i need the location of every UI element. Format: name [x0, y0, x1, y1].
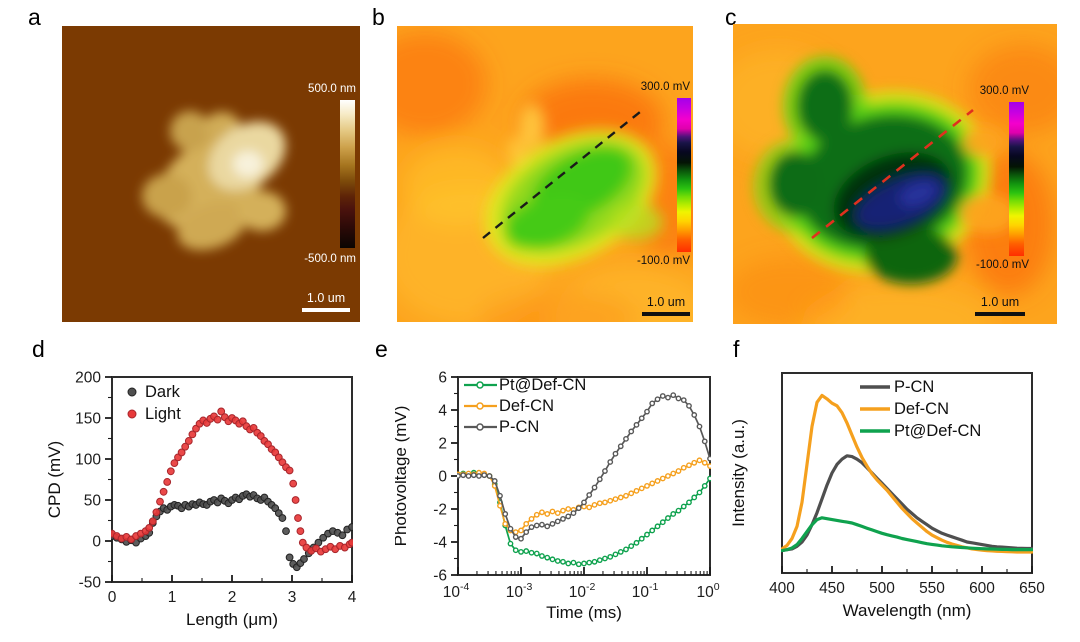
- series-group: [457, 392, 711, 568]
- panel-b-label: b: [372, 4, 385, 30]
- svg-text:2: 2: [438, 436, 447, 453]
- svg-text:200: 200: [75, 370, 101, 387]
- svg-text:10-2: 10-2: [569, 581, 596, 601]
- panel-d-label: d: [32, 336, 45, 362]
- potential-colorbar-b-min: -100.0 mV: [636, 255, 690, 267]
- svg-text:4: 4: [438, 403, 447, 420]
- svg-text:Def-CN: Def-CN: [499, 397, 554, 415]
- legend: Pt@Def-CN Def-CN P-CN: [464, 376, 586, 436]
- svg-text:-50: -50: [79, 575, 102, 592]
- svg-text:Photovoltage (mV): Photovoltage (mV): [395, 406, 410, 547]
- svg-text:4: 4: [348, 589, 357, 606]
- axes: 10-4 10-3 10-2 10-1 100 -6 -4 -2 0 2 4 6 Time (ms) Ph…: [395, 370, 720, 623]
- svg-text:P-CN: P-CN: [499, 418, 539, 436]
- svg-text:Time (ms): Time (ms): [546, 603, 622, 622]
- potential-colorbar-b: [677, 98, 691, 252]
- svg-text:Light: Light: [145, 405, 181, 423]
- axes: 0 1 2 3 4 -50 0 50 100 150 200 Length (μm) CPD (mV): [45, 370, 357, 630]
- svg-text:400: 400: [769, 580, 795, 597]
- kpfm-dark-art: [397, 26, 693, 322]
- svg-text:Length (μm): Length (μm): [186, 610, 278, 629]
- potential-colorbar-c: [1009, 102, 1024, 256]
- svg-text:0: 0: [108, 589, 117, 606]
- scalebar-b-label: 1.0 um: [646, 295, 686, 309]
- svg-text:100: 100: [75, 452, 101, 469]
- panel-e-label: e: [375, 336, 388, 362]
- potential-colorbar-b-max: 300.0 mV: [640, 81, 690, 93]
- svg-text:0: 0: [92, 534, 101, 551]
- kpfm-image-dark: 300.0 mV -100.0 mV 1.0 um: [397, 26, 693, 322]
- scalebar-a-label: 1.0 um: [306, 291, 346, 305]
- svg-text:Def-CN: Def-CN: [894, 400, 949, 418]
- svg-text:150: 150: [75, 411, 101, 428]
- panel-f-label: f: [733, 336, 740, 362]
- afm-topography-image: 500.0 nm -500.0 nm 1.0 um: [62, 26, 360, 322]
- svg-text:650: 650: [1019, 580, 1045, 597]
- height-colorbar-max: 500.0 nm: [308, 83, 356, 95]
- svg-text:CPD (mV): CPD (mV): [45, 441, 64, 518]
- series-group: [111, 407, 353, 572]
- svg-text:Pt@Def-CN: Pt@Def-CN: [499, 376, 586, 394]
- legend: P-CN Def-CN Pt@Def-CN: [860, 378, 981, 440]
- axes: 400 450 500 550 600 650 Wavelength (nm) Intensi…: [729, 372, 1045, 620]
- pl-spectra-chart: 400 450 500 550 600 650 Wavelength (nm) Intensi…: [729, 372, 1045, 620]
- svg-text:50: 50: [84, 493, 102, 510]
- kpfm-dark-particle: [485, 104, 663, 267]
- afm-topography-art: [62, 26, 360, 322]
- svg-text:450: 450: [819, 580, 845, 597]
- height-colorbar: [340, 100, 355, 248]
- scalebar-b: [642, 312, 690, 316]
- photovoltage-chart: 10-4 10-3 10-2 10-1 100 -6 -4 -2 0 2 4 6 Time (ms) Ph…: [395, 370, 720, 623]
- scalebar-c-label: 1.0 um: [980, 295, 1020, 309]
- height-colorbar-min: -500.0 nm: [304, 253, 356, 265]
- svg-text:10-4: 10-4: [443, 581, 470, 601]
- svg-text:Pt@Def-CN: Pt@Def-CN: [894, 422, 981, 440]
- svg-text:Wavelength (nm): Wavelength (nm): [843, 601, 972, 620]
- cpd-profile-chart: 0 1 2 3 4 -50 0 50 100 150 200 Length (μm) CPD (mV) D…: [45, 370, 357, 630]
- potential-colorbar-c-min: -100.0 mV: [975, 259, 1029, 271]
- panel-c-label: c: [725, 4, 737, 30]
- panel-a-label: a: [28, 4, 41, 30]
- svg-text:10-3: 10-3: [506, 581, 533, 601]
- svg-text:6: 6: [438, 370, 447, 387]
- kpfm-light-art: [733, 24, 1057, 324]
- kpfm-image-light: 300.0 mV -100.0 mV 1.0 um: [733, 24, 1057, 324]
- svg-text:10-1: 10-1: [632, 581, 659, 601]
- svg-text:3: 3: [288, 589, 297, 606]
- legend: Dark Light: [127, 383, 181, 423]
- afm-particle-cluster: [142, 111, 286, 251]
- line-profile-dashed-line-c: [811, 108, 974, 240]
- svg-text:P-CN: P-CN: [894, 378, 934, 396]
- svg-text:-2: -2: [433, 502, 447, 519]
- svg-text:600: 600: [969, 580, 995, 597]
- svg-text:Dark: Dark: [145, 383, 181, 401]
- scalebar-c: [975, 312, 1025, 316]
- svg-text:500: 500: [869, 580, 895, 597]
- svg-text:100: 100: [696, 581, 719, 601]
- svg-text:-4: -4: [433, 535, 447, 552]
- svg-text:-6: -6: [433, 568, 447, 585]
- line-profile-dashed-line-b: [482, 107, 646, 239]
- svg-text:0: 0: [438, 469, 447, 486]
- svg-text:Intensity (a.u.): Intensity (a.u.): [729, 419, 748, 527]
- series-group: [781, 393, 1033, 554]
- scalebar-a: [302, 308, 350, 312]
- svg-text:1: 1: [168, 589, 177, 606]
- svg-text:2: 2: [228, 589, 237, 606]
- potential-colorbar-c-max: 300.0 mV: [979, 85, 1029, 97]
- svg-text:550: 550: [919, 580, 945, 597]
